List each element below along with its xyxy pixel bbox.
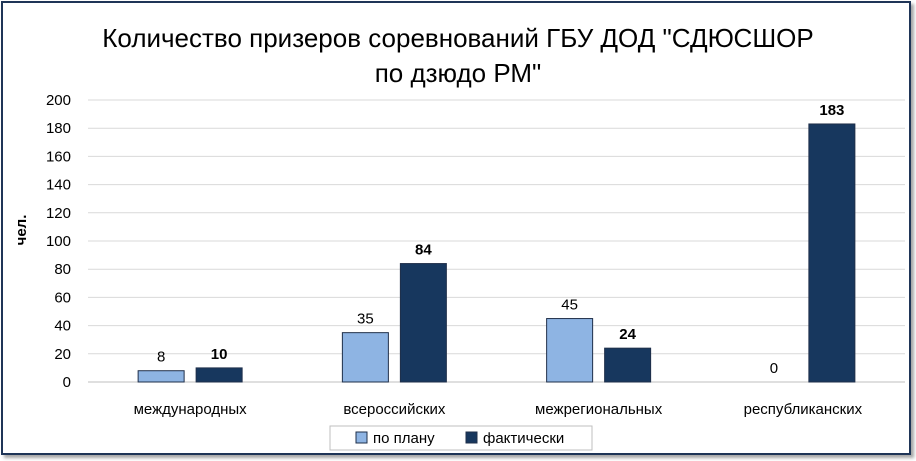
legend-swatch xyxy=(355,431,368,444)
y-axis-label: чел. xyxy=(13,215,30,246)
y-tick-label: 20 xyxy=(54,346,71,363)
legend: по плану фактически xyxy=(329,425,593,451)
y-tick-label: 180 xyxy=(46,120,71,137)
legend-swatch xyxy=(465,431,478,444)
bar xyxy=(604,347,652,383)
data-label: 8 xyxy=(157,349,165,366)
legend-box xyxy=(329,425,593,451)
bar xyxy=(808,123,856,383)
bar xyxy=(195,367,243,383)
y-tick-label: 60 xyxy=(54,289,71,306)
data-label: 24 xyxy=(619,326,636,343)
data-label: 10 xyxy=(211,346,228,363)
data-label: 35 xyxy=(357,311,374,328)
y-tick-label: 0 xyxy=(63,374,71,391)
bar xyxy=(399,263,447,383)
legend-label: фактически xyxy=(483,430,564,447)
legend-label: по плану xyxy=(373,430,435,447)
data-label: 183 xyxy=(819,102,844,119)
x-tick-label: всероссийских xyxy=(343,401,446,418)
y-tick-label: 80 xyxy=(54,261,71,278)
bars xyxy=(137,123,856,383)
y-tick-label: 140 xyxy=(46,177,71,194)
bar xyxy=(546,318,594,383)
bar xyxy=(137,370,185,383)
x-axis: международных всероссийских межрегиональны… xyxy=(134,401,863,418)
data-label: 0 xyxy=(770,360,778,377)
x-tick-label: межрегиональных xyxy=(535,401,663,418)
x-tick-label: республиканских xyxy=(744,401,863,418)
chart-title: Количество призеров соревнований ГБУ ДОД… xyxy=(102,23,813,88)
y-tick-label: 120 xyxy=(46,205,71,222)
x-tick-label: международных xyxy=(134,401,248,418)
data-label: 84 xyxy=(415,242,432,259)
y-tick-label: 40 xyxy=(54,318,71,335)
chart-title-line-2: по дзюдо РМ" xyxy=(375,58,542,88)
y-tick-label: 100 xyxy=(46,233,71,250)
data-labels: 8 10 35 84 45 24 0 183 xyxy=(157,102,844,377)
y-tick-label: 200 xyxy=(46,92,71,109)
y-tick-label: 160 xyxy=(46,148,71,165)
data-label: 45 xyxy=(561,297,578,314)
y-axis: 0 20 40 60 80 100 120 140 160 180 200 xyxy=(46,92,71,391)
gridlines xyxy=(88,99,905,383)
chart-title-line-1: Количество призеров соревнований ГБУ ДОД… xyxy=(102,23,813,53)
bar xyxy=(341,332,389,383)
